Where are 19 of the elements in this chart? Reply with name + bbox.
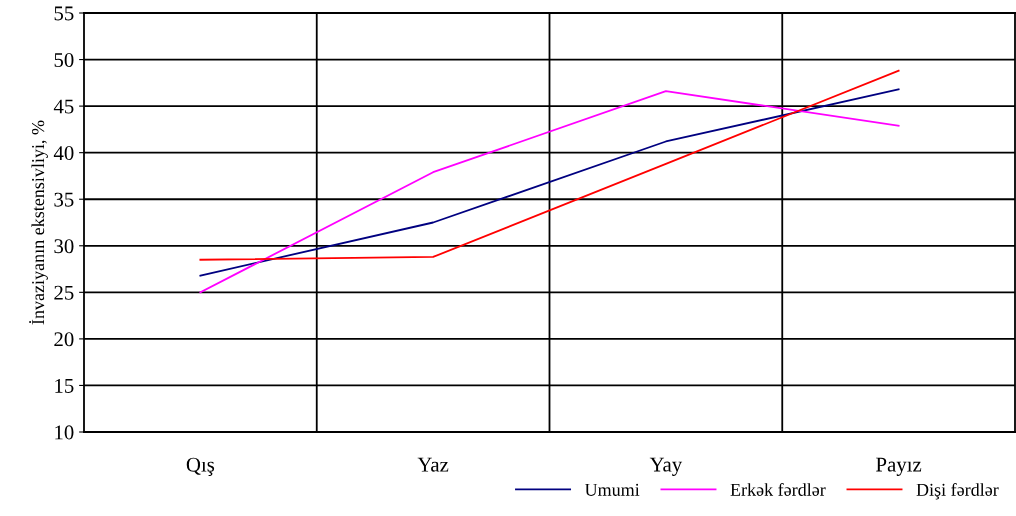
legend-label: Umumi <box>584 483 640 496</box>
y-tick-label: 10 <box>55 425 74 440</box>
x-tick-label: Qış <box>186 457 215 476</box>
y-axis-title: İnvaziyanın ekstensivliyi, % <box>29 120 48 325</box>
legend-label: Erkək fərdlər <box>730 482 826 496</box>
y-tick-label: 40 <box>53 146 74 161</box>
y-tick-label: 55 <box>54 6 74 21</box>
y-tick-label: 15 <box>55 378 74 393</box>
x-tick-label: Payız <box>876 457 922 476</box>
legend-label: Dişi fərdlər <box>916 482 999 500</box>
y-tick-label: 35 <box>54 192 74 207</box>
x-tick-label: Yaz <box>417 457 449 472</box>
y-tick-label: 45 <box>53 99 74 114</box>
y-tick-label: 25 <box>54 285 74 300</box>
y-tick-label: 30 <box>54 239 74 254</box>
y-tick-label: 20 <box>54 332 74 347</box>
y-tick-label: 50 <box>54 52 74 67</box>
line-series <box>199 69 900 261</box>
x-tick-label: Yay <box>649 457 683 476</box>
